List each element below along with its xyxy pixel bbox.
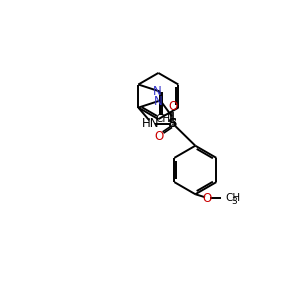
Text: O: O (203, 192, 212, 205)
Text: CH: CH (226, 193, 241, 203)
Text: O: O (168, 100, 178, 113)
Text: 3: 3 (232, 197, 237, 206)
Text: N: N (154, 95, 162, 108)
Text: CH: CH (156, 114, 171, 124)
Text: S: S (168, 117, 178, 130)
Text: N: N (153, 85, 162, 98)
Text: 3: 3 (170, 118, 176, 127)
Text: O: O (154, 130, 164, 143)
Text: HN: HN (142, 117, 160, 130)
